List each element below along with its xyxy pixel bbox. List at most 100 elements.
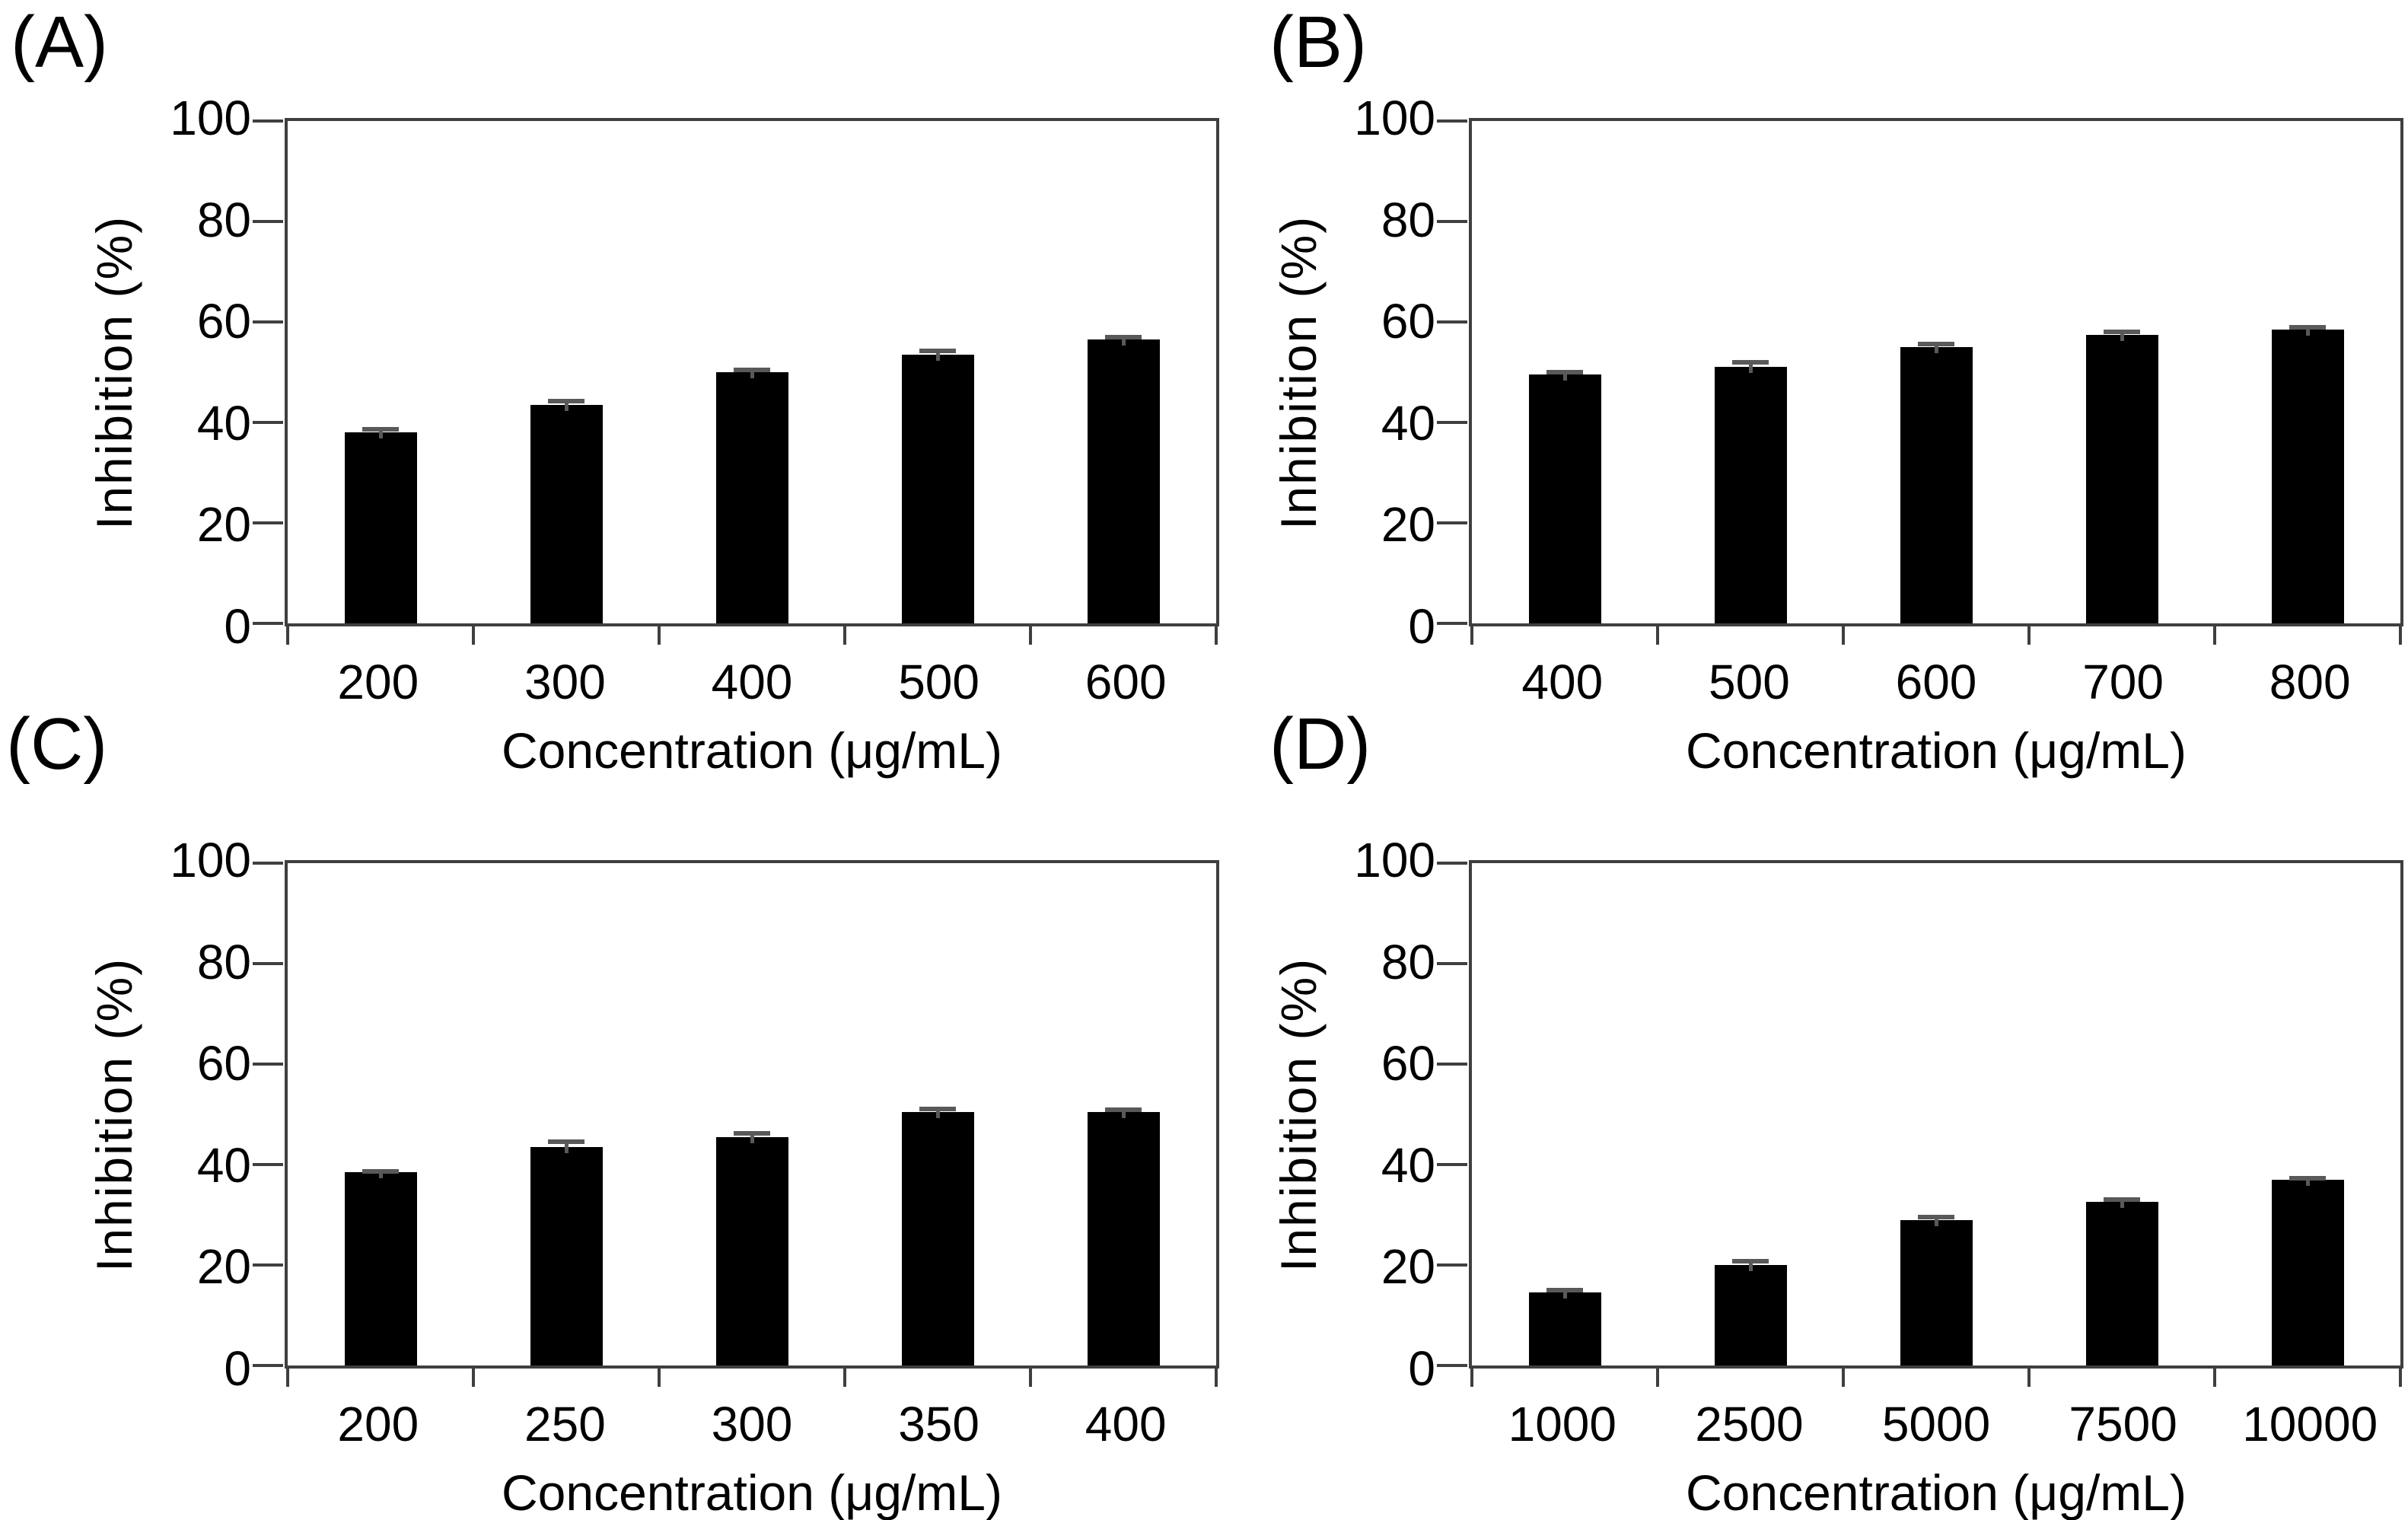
x-axis-title: Concentration (μg/mL) bbox=[1686, 722, 2187, 779]
y-tick-label: 20 bbox=[196, 1239, 251, 1295]
error-bar-stem bbox=[2120, 333, 2124, 341]
x-category-label: 250 bbox=[524, 1397, 606, 1451]
x-tick bbox=[2027, 1369, 2031, 1387]
bar bbox=[716, 372, 788, 623]
bar bbox=[1529, 1292, 1601, 1365]
y-tick-label: 80 bbox=[1381, 192, 1435, 247]
x-category-label: 2500 bbox=[1695, 1397, 1804, 1451]
y-tick-label: 80 bbox=[196, 934, 251, 989]
y-tick-label: 40 bbox=[1381, 395, 1435, 451]
y-tick bbox=[253, 1364, 283, 1367]
error-bar-stem bbox=[2306, 327, 2310, 336]
x-tick bbox=[1656, 1369, 1659, 1387]
panel-c: Inhibition (%) 0 20 40 60 80 100 200 250 300 350… bbox=[0, 742, 1224, 1520]
y-tick bbox=[253, 220, 283, 223]
x-tick bbox=[2213, 1369, 2216, 1387]
bar bbox=[1088, 339, 1160, 623]
x-category-label: 10000 bbox=[2242, 1397, 2378, 1451]
y-tick bbox=[1437, 421, 1467, 424]
y-tick-label: 100 bbox=[170, 91, 251, 145]
y-tick bbox=[253, 320, 283, 323]
bar bbox=[902, 355, 974, 623]
plot-area bbox=[253, 118, 1219, 645]
x-tick bbox=[1215, 1369, 1218, 1387]
bar bbox=[530, 1147, 603, 1365]
bar bbox=[2272, 330, 2344, 623]
x-axis-tick-labels: 200 250 300 350 400 bbox=[285, 1397, 1219, 1455]
x-tick bbox=[658, 1369, 661, 1387]
error-bar-stem bbox=[936, 1110, 940, 1118]
error-bar-stem bbox=[1935, 344, 1938, 353]
y-tick-label: 0 bbox=[224, 599, 251, 654]
y-axis-tick-labels: 0 20 40 60 80 100 bbox=[1291, 836, 1435, 1393]
bar bbox=[2272, 1180, 2344, 1365]
y-tick bbox=[253, 521, 283, 524]
error-bar-cap bbox=[362, 1169, 399, 1174]
error-bar-stem bbox=[1935, 1217, 1938, 1226]
x-category-label: 400 bbox=[1521, 655, 1604, 709]
error-bar-cap bbox=[362, 427, 399, 432]
x-category-label: 400 bbox=[1085, 1397, 1167, 1451]
y-tick-label: 20 bbox=[196, 497, 251, 553]
x-tick bbox=[2399, 626, 2402, 645]
bar bbox=[345, 432, 417, 623]
x-tick bbox=[2027, 626, 2031, 645]
error-bar-cap bbox=[1732, 1259, 1769, 1263]
x-category-label: 5000 bbox=[1881, 1397, 1991, 1451]
x-tick bbox=[1029, 626, 1032, 645]
y-tick bbox=[253, 119, 283, 123]
x-category-label: 200 bbox=[337, 1397, 419, 1451]
error-bar-cap bbox=[1105, 1107, 1142, 1112]
y-tick-label: 80 bbox=[1381, 934, 1435, 989]
error-bar-stem bbox=[379, 1171, 383, 1178]
panel-b: Inhibition (%) 0 20 40 60 80 100 400 500 600 700… bbox=[1184, 0, 2408, 778]
error-bar-stem bbox=[750, 1133, 754, 1143]
y-tick bbox=[253, 622, 283, 625]
error-bar-cap bbox=[734, 1131, 770, 1136]
y-tick bbox=[1437, 1063, 1467, 1066]
bar bbox=[902, 1112, 974, 1365]
x-tick bbox=[286, 1369, 289, 1387]
y-tick-label: 40 bbox=[196, 395, 251, 451]
y-tick bbox=[1437, 862, 1467, 865]
error-bar-cap bbox=[2104, 330, 2140, 334]
y-tick-label: 0 bbox=[1408, 599, 1435, 654]
y-tick bbox=[1437, 1263, 1467, 1267]
y-tick-label: 80 bbox=[196, 192, 251, 247]
x-category-label: 600 bbox=[1085, 655, 1167, 709]
error-bar-stem bbox=[1749, 1261, 1753, 1271]
error-bar-stem bbox=[379, 429, 383, 438]
y-tick bbox=[253, 962, 283, 965]
y-tick-label: 40 bbox=[196, 1137, 251, 1193]
error-bar-cap bbox=[2289, 325, 2326, 330]
x-category-label: 800 bbox=[2269, 655, 2351, 709]
y-tick bbox=[1437, 220, 1467, 223]
error-bar-cap bbox=[1546, 1288, 1583, 1292]
bar bbox=[1529, 374, 1601, 623]
bar bbox=[345, 1172, 417, 1365]
error-bar-stem bbox=[1563, 372, 1567, 381]
y-tick-label: 20 bbox=[1381, 1239, 1435, 1295]
x-tick bbox=[843, 1369, 846, 1387]
error-bar-stem bbox=[1563, 1290, 1567, 1299]
bar bbox=[1900, 347, 1973, 623]
plot-area bbox=[253, 860, 1219, 1387]
x-tick bbox=[472, 626, 475, 645]
error-bar-cap bbox=[919, 1107, 956, 1111]
x-category-label: 700 bbox=[2082, 655, 2164, 709]
plot-area bbox=[1437, 118, 2403, 645]
x-tick bbox=[1470, 626, 1473, 645]
x-category-label: 500 bbox=[898, 655, 979, 709]
bar bbox=[1900, 1220, 1973, 1365]
error-bar-cap bbox=[1105, 335, 1142, 339]
error-bar-cap bbox=[919, 349, 956, 353]
y-tick bbox=[253, 1163, 283, 1166]
error-bar-stem bbox=[2120, 1200, 2124, 1208]
x-tick bbox=[658, 626, 661, 645]
y-tick-label: 40 bbox=[1381, 1137, 1435, 1193]
error-bar-cap bbox=[1918, 1215, 1954, 1219]
y-tick bbox=[1437, 320, 1467, 323]
error-bar-stem bbox=[1122, 337, 1126, 346]
error-bar-cap bbox=[1918, 342, 1954, 346]
y-tick bbox=[1437, 622, 1467, 625]
